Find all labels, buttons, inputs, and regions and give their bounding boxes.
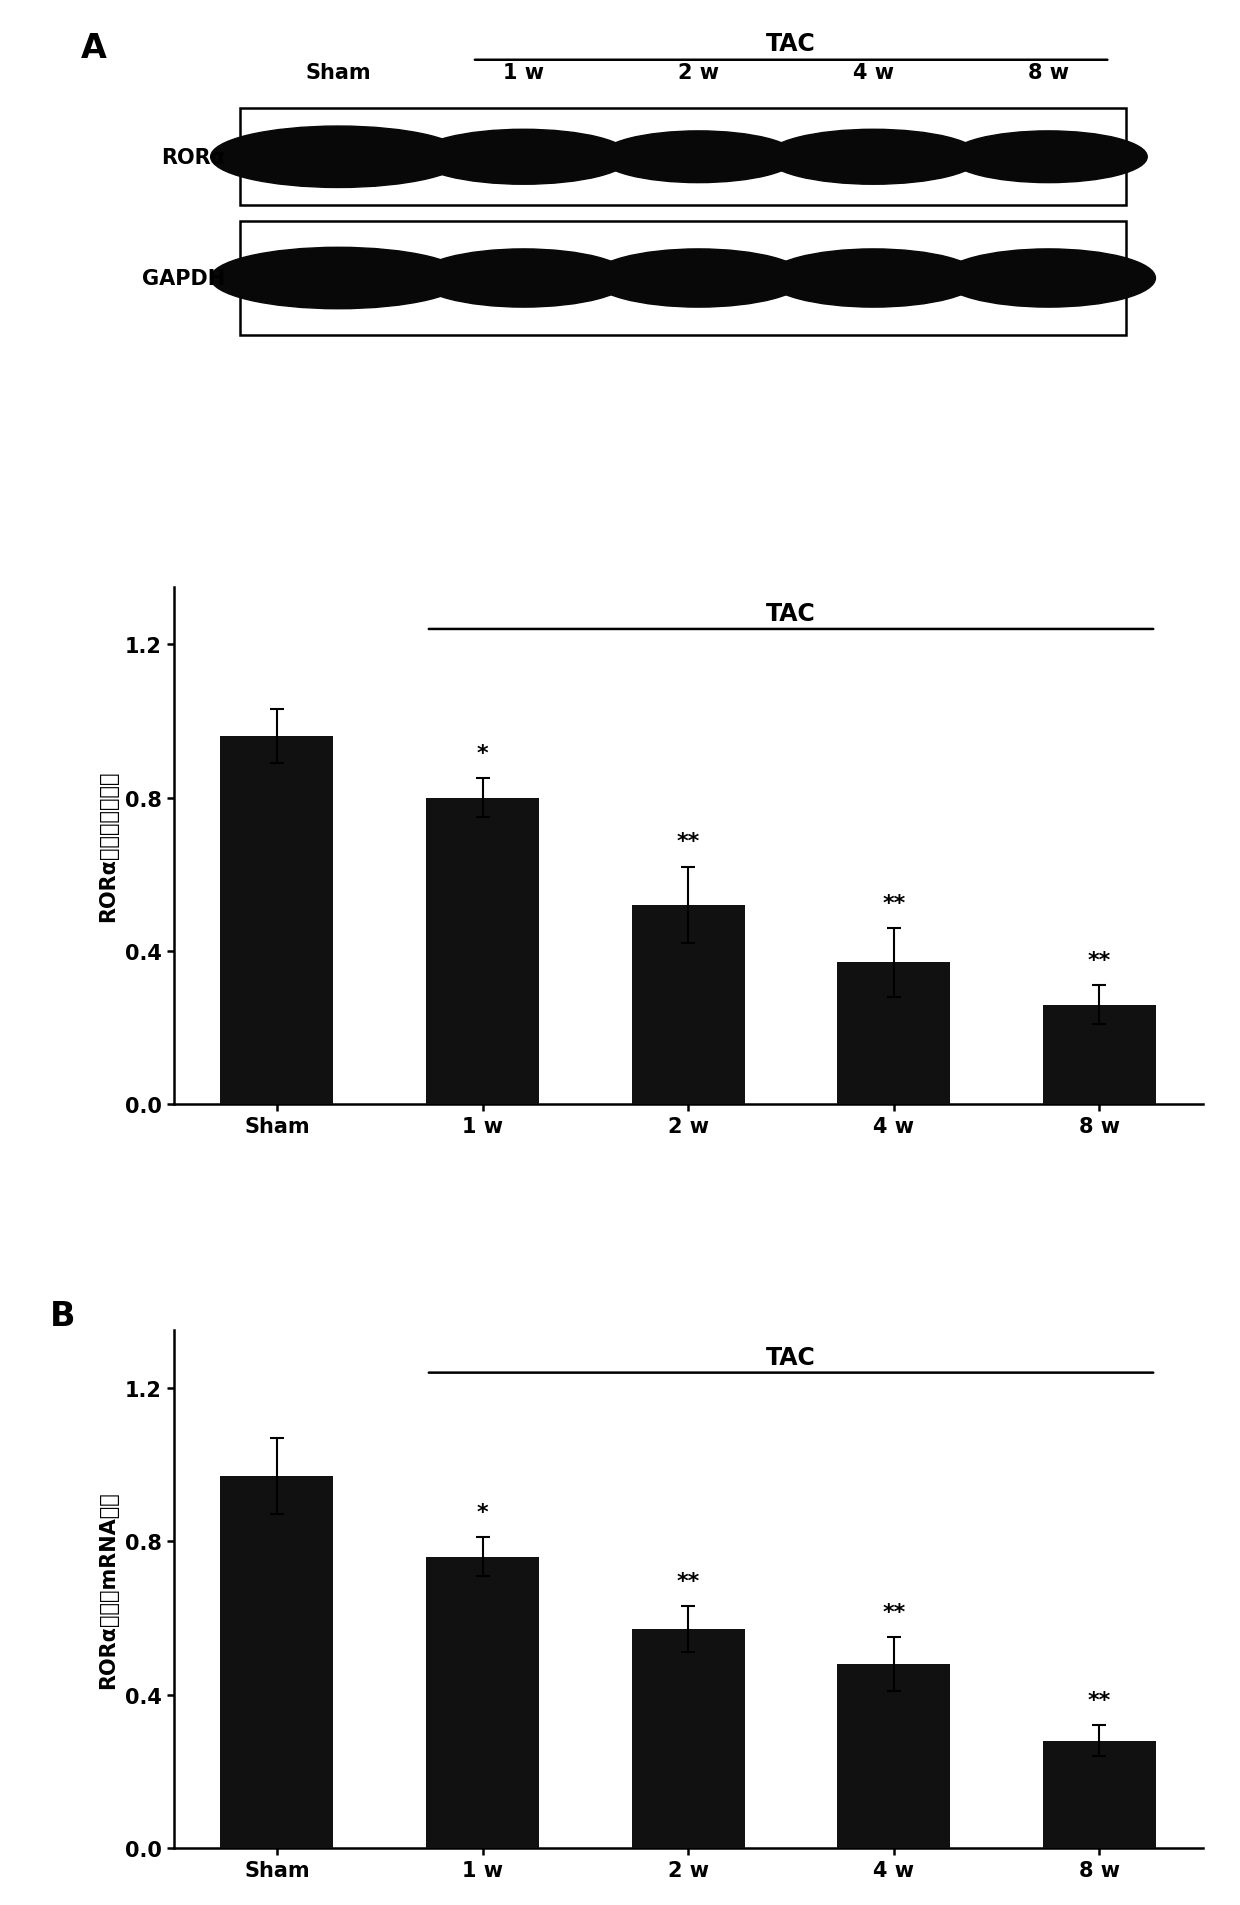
Text: *: * [476, 1503, 489, 1522]
Bar [837, 962, 950, 1105]
Bar [631, 905, 745, 1105]
Ellipse shape [941, 250, 1156, 309]
Ellipse shape [591, 250, 806, 309]
Ellipse shape [950, 131, 1147, 183]
Ellipse shape [417, 250, 631, 309]
Text: **: ** [677, 1572, 699, 1591]
Y-axis label: RORα的相对mRNA水平: RORα的相对mRNA水平 [98, 1490, 118, 1688]
Text: **: ** [882, 893, 905, 912]
Bar [427, 798, 539, 1105]
Bar [1043, 1006, 1156, 1105]
Y-axis label: RORα的相对蛋白水平: RORα的相对蛋白水平 [98, 770, 118, 922]
Ellipse shape [766, 130, 981, 185]
Text: Sham: Sham [305, 63, 371, 84]
Text: 4 w: 4 w [853, 63, 894, 84]
Bar [837, 1663, 950, 1848]
Bar [1043, 1741, 1156, 1848]
Text: TAC: TAC [766, 602, 816, 625]
Text: TAC: TAC [766, 1345, 816, 1370]
Text: A: A [81, 32, 107, 65]
Text: B: B [50, 1299, 76, 1333]
Ellipse shape [766, 250, 981, 309]
Text: **: ** [882, 1602, 905, 1621]
Bar [241, 223, 1126, 335]
Bar [631, 1629, 745, 1848]
Bar [221, 737, 334, 1105]
Ellipse shape [211, 248, 466, 311]
Bar [427, 1556, 539, 1848]
Text: *: * [476, 743, 489, 764]
Text: GAPDH: GAPDH [141, 269, 226, 290]
Text: 2 w: 2 w [678, 63, 719, 84]
Bar [241, 109, 1126, 206]
Text: **: ** [1087, 951, 1111, 970]
Ellipse shape [417, 130, 631, 185]
Text: 1 w: 1 w [503, 63, 544, 84]
Text: **: ** [677, 832, 699, 852]
Text: RORα: RORα [161, 149, 226, 168]
Text: TAC: TAC [766, 32, 816, 55]
Text: 8 w: 8 w [1028, 63, 1069, 84]
Ellipse shape [600, 131, 797, 183]
Ellipse shape [211, 128, 466, 189]
Text: **: ** [1087, 1690, 1111, 1711]
Bar [221, 1476, 334, 1848]
